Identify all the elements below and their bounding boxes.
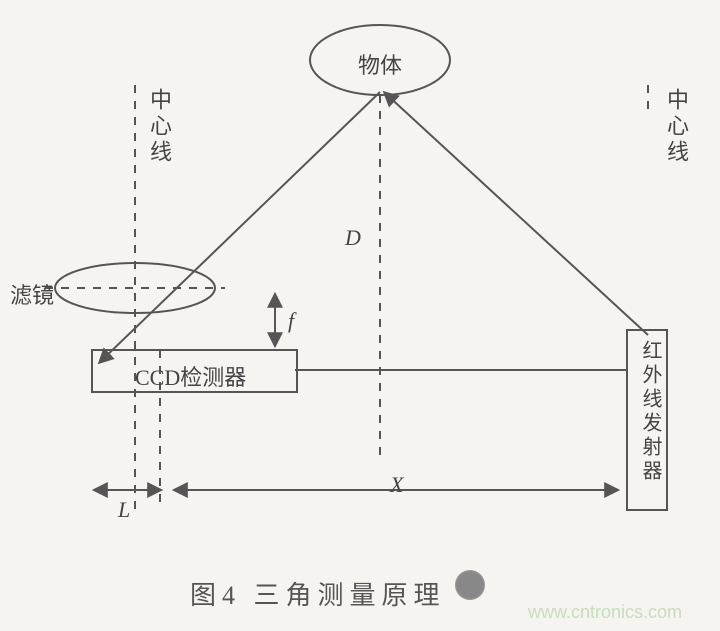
filter-label: 滤镜 xyxy=(10,278,54,310)
qq-icon xyxy=(455,570,485,600)
figure-caption: 图4 三角测量原理 xyxy=(190,575,446,612)
ir-emitter-label: 红外线发射器 xyxy=(636,340,665,484)
beam-right xyxy=(385,93,648,335)
centerline-left-label: 中心线 xyxy=(143,88,175,166)
ccd-detector-label: CCD检测器 xyxy=(135,360,246,392)
f-label: f xyxy=(288,308,294,334)
beam-left xyxy=(100,92,380,362)
l-label: L xyxy=(118,497,130,523)
d-label: D xyxy=(345,225,361,251)
diagram-canvas xyxy=(0,0,720,631)
centerline-right-label: 中心线 xyxy=(660,88,692,166)
object-label: 物体 xyxy=(358,48,402,80)
watermark: www.cntronics.com xyxy=(528,602,682,623)
x-label: X xyxy=(390,472,403,498)
